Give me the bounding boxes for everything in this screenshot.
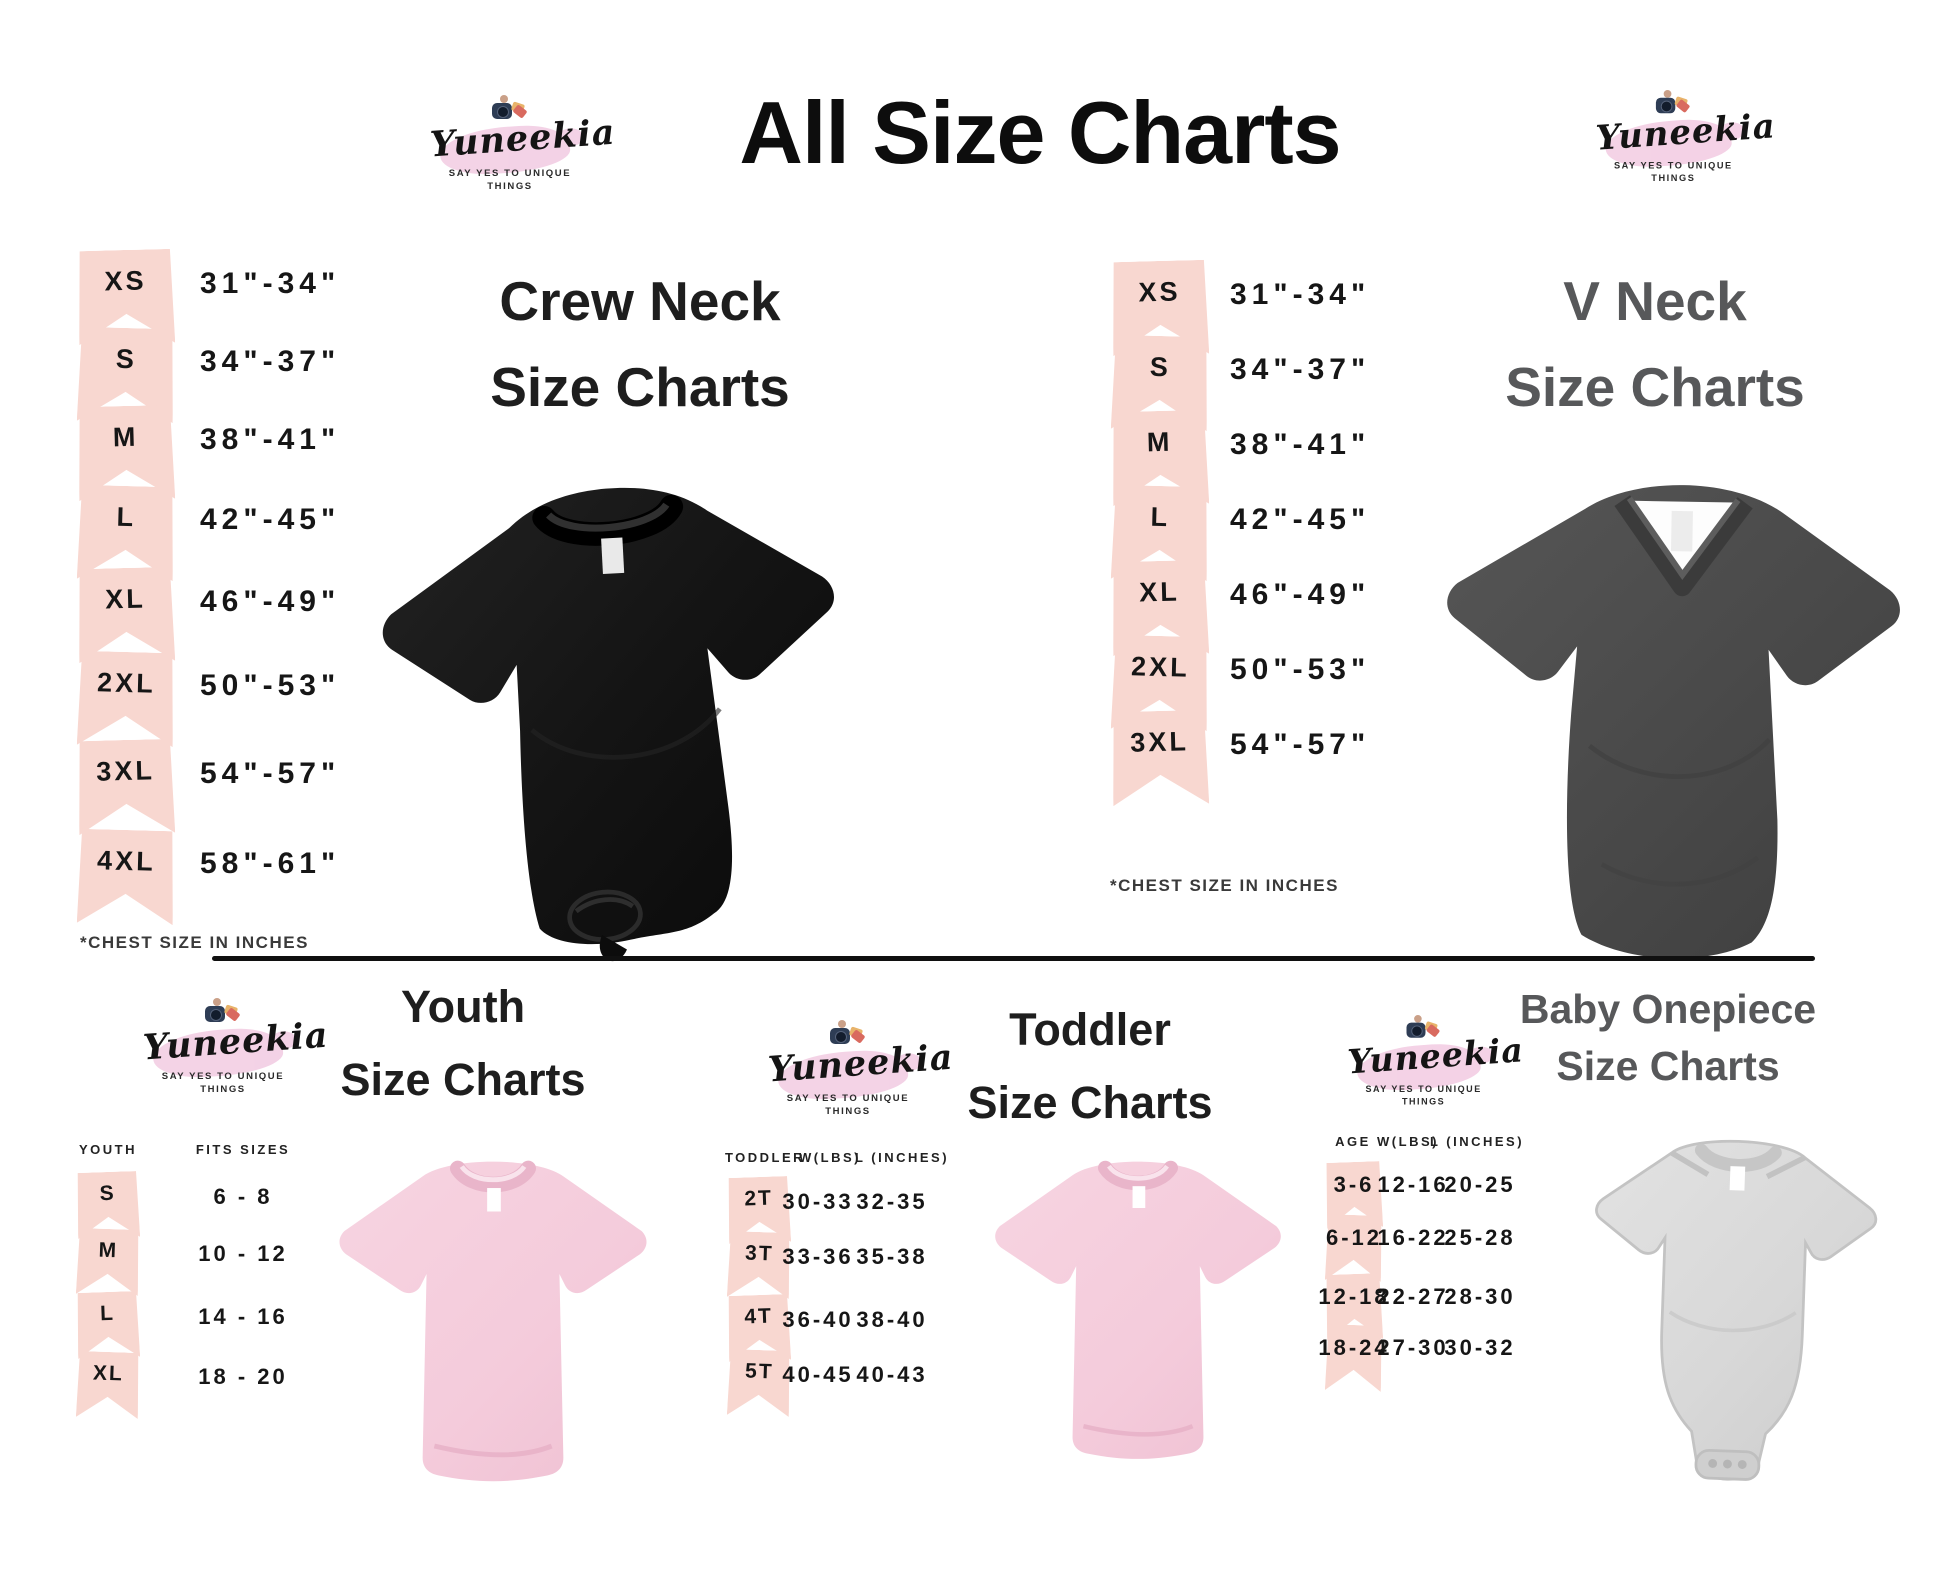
brand-name: Yuneekia — [1346, 1030, 1526, 1083]
size-row: XL 46"-49" — [1112, 561, 1432, 661]
length-value: 28-30 — [1444, 1284, 1516, 1309]
weight-value: 33-36 — [782, 1244, 854, 1269]
size-row: XS 31"-34" — [1112, 261, 1432, 361]
brand-tagline: SAY YES TO UNIQUE THINGS — [448, 168, 572, 192]
length-value: 38-40 — [856, 1307, 928, 1332]
weight-value: 16-22 — [1377, 1225, 1449, 1250]
brand-name: Yuneekia — [766, 1036, 955, 1091]
youth-col-header: YOUTH — [79, 1142, 137, 1157]
length-value: 35-38 — [856, 1244, 928, 1269]
age-value: 6-12 — [1325, 1225, 1383, 1250]
fits-value: 14 - 16 — [198, 1304, 288, 1329]
fits-value: 10 - 12 — [198, 1241, 288, 1266]
size-row: M 38"-41" — [78, 406, 398, 506]
camera-photo-icon — [1401, 1015, 1443, 1042]
weight-value: 30-33 — [782, 1189, 854, 1214]
brand-logo: Yuneekia SAY YES TO UNIQUE THINGS — [1340, 1015, 1526, 1124]
size-flag: L — [76, 1291, 140, 1359]
size-flag: M — [76, 1228, 140, 1296]
length-value: 32-35 — [856, 1189, 928, 1214]
length-col-header: L (INCHES) — [854, 1150, 950, 1165]
brand-logo: Yuneekia SAY YES TO UNIQUE THINGS — [422, 95, 617, 210]
size-flag: 4XL — [77, 829, 175, 925]
length-value: 20-25 — [1444, 1172, 1516, 1197]
camera-photo-icon — [486, 95, 530, 123]
size-flag: 2XL — [77, 651, 175, 747]
length-value: 40-43 — [856, 1362, 928, 1387]
weight-value: 36-40 — [782, 1307, 854, 1332]
brand-name: Yuneekia — [141, 1014, 330, 1069]
size-row: S 34"-37" — [78, 328, 398, 428]
brand-tagline: SAY YES TO UNIQUE THINGS — [786, 1093, 910, 1117]
brand-logo: Yuneekia SAY YES TO UNIQUE THINGS — [1588, 90, 1777, 202]
fits-sizes-col-header: FITS SIZES — [195, 1142, 291, 1157]
weight-value: 22-27 — [1377, 1284, 1449, 1309]
size-flag: L — [77, 485, 175, 581]
crew-neck-shirt-image — [342, 416, 907, 1003]
size-flag: 3XL — [1111, 710, 1209, 806]
v-neck-heading: V Neck Size Charts — [1505, 270, 1805, 418]
weight-value: 40-45 — [782, 1362, 854, 1387]
weight-col-header: W(LBS) — [799, 1150, 861, 1165]
size-row: 2XL 50"-53" — [1112, 636, 1432, 736]
weight-col-header: W(LBS) — [1377, 1134, 1439, 1149]
toddler-col-header: TODDLER — [724, 1150, 806, 1165]
baby-onesie-image — [1541, 1086, 1926, 1525]
size-row: XS 31"-34" — [78, 250, 398, 350]
camera-photo-icon — [824, 1020, 868, 1048]
camera-photo-icon — [199, 998, 243, 1026]
length-col-header: L (INCHES) — [1429, 1134, 1525, 1149]
size-row: L 42"-45" — [1112, 486, 1432, 586]
length-value: 25-28 — [1444, 1225, 1516, 1250]
fits-value: 18 - 20 — [198, 1364, 288, 1389]
size-flag: XL — [77, 567, 175, 663]
age-value: 18-24 — [1318, 1335, 1390, 1360]
length-value: 30-32 — [1444, 1335, 1516, 1360]
brand-name: Yuneekia — [428, 111, 617, 166]
chest-size-note: *CHEST SIZE IN INCHES — [80, 933, 309, 952]
size-row: 2XL 50"-53" — [78, 652, 398, 752]
brand-name: Yuneekia — [1594, 106, 1777, 159]
camera-photo-icon — [1650, 90, 1693, 117]
size-flag: XL — [76, 1351, 140, 1419]
age-value: 3-6 — [1333, 1172, 1375, 1197]
v-neck-shirt-image — [1415, 436, 1944, 989]
baby-onepiece-heading: Baby Onepiece Size Charts — [1519, 986, 1817, 1089]
toddler-heading: Toddler Size Charts — [967, 1004, 1213, 1128]
fits-value: 6 - 8 — [213, 1184, 273, 1209]
age-value: 12-18 — [1318, 1284, 1390, 1309]
brand-tagline: SAY YES TO UNIQUE THINGS — [1365, 1084, 1482, 1108]
size-flag: 3XL — [77, 739, 175, 835]
size-row: S 34"-37" — [1112, 336, 1432, 436]
size-row: 3XL 54"-57" — [1112, 711, 1432, 811]
age-col-header: AGE — [1335, 1134, 1371, 1149]
toddler-shirt-image — [938, 1106, 1338, 1470]
page-title: All Size Charts — [739, 83, 1341, 182]
weight-value: 12-16 — [1377, 1172, 1449, 1197]
size-row: XL 46"-49" — [78, 568, 398, 668]
brand-tagline: SAY YES TO UNIQUE THINGS — [161, 1071, 285, 1095]
size-row: M 38"-41" — [1112, 411, 1432, 511]
youth-shirt-image — [278, 1102, 708, 1493]
section-divider — [212, 956, 1815, 961]
size-row: 4XL 58"-61" — [78, 830, 398, 930]
size-row: L 42"-45" — [78, 486, 398, 586]
brand-logo: Yuneekia SAY YES TO UNIQUE THINGS — [135, 998, 330, 1113]
crew-neck-heading: Crew Neck Size Charts — [490, 270, 790, 418]
size-row: 3XL 54"-57" — [78, 740, 398, 840]
weight-value: 27-30 — [1377, 1335, 1449, 1360]
chest-size-note: *CHEST SIZE IN INCHES — [1110, 876, 1339, 895]
youth-heading: Youth Size Charts — [340, 981, 586, 1105]
brand-logo: Yuneekia SAY YES TO UNIQUE THINGS — [760, 1020, 955, 1135]
brand-tagline: SAY YES TO UNIQUE THINGS — [1613, 160, 1733, 185]
